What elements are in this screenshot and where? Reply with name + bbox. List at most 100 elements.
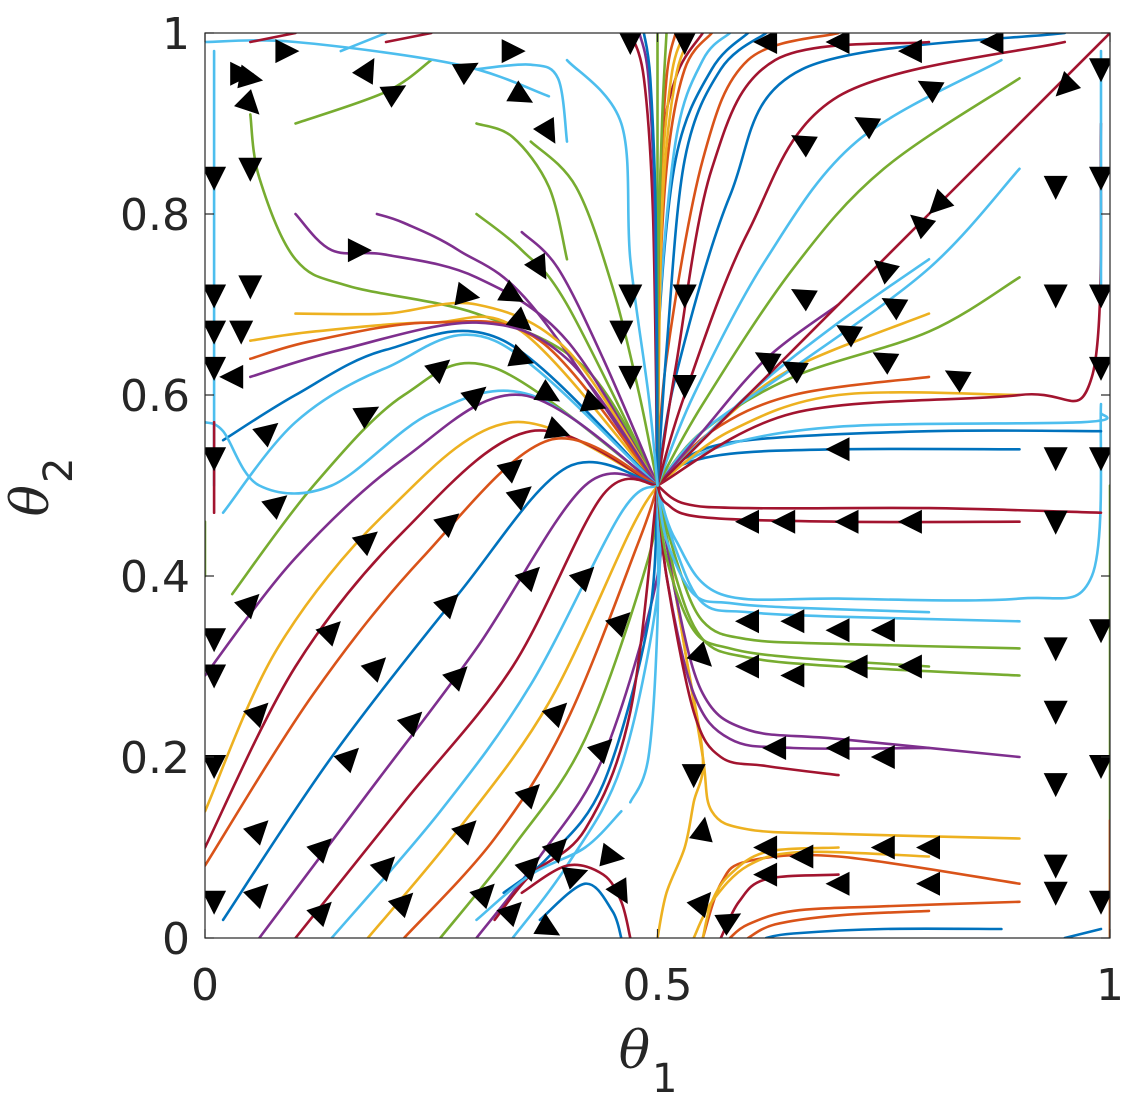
direction-arrow-122 bbox=[1043, 773, 1068, 798]
direction-arrow-57 bbox=[514, 784, 540, 810]
y-tick-label-3: 0.6 bbox=[120, 371, 190, 422]
trajectory-line-74 bbox=[656, 33, 768, 487]
direction-arrow-37 bbox=[351, 531, 378, 557]
direction-arrow-111 bbox=[917, 80, 945, 104]
trajectory-line-58 bbox=[656, 411, 1109, 487]
trajectory-line-4 bbox=[294, 212, 659, 487]
direction-arrow-130 bbox=[1089, 619, 1110, 644]
direction-arrow-91 bbox=[825, 871, 850, 896]
direction-arrow-108 bbox=[1055, 71, 1082, 97]
direction-arrow-71 bbox=[689, 816, 713, 843]
direction-arrow-58 bbox=[586, 738, 613, 765]
trajectory-line-32 bbox=[520, 863, 632, 938]
trajectory-line-21 bbox=[258, 472, 659, 938]
direction-arrow-9 bbox=[205, 447, 227, 472]
direction-arrow-109 bbox=[791, 135, 818, 158]
direction-arrow-83 bbox=[762, 736, 787, 760]
direction-arrow-17 bbox=[352, 57, 375, 85]
trajectory-line-1 bbox=[475, 122, 569, 261]
direction-arrow-72 bbox=[686, 891, 712, 918]
direction-arrow-51 bbox=[541, 702, 568, 729]
direction-arrow-76 bbox=[780, 609, 805, 634]
trajectory-line-91 bbox=[529, 140, 659, 487]
direction-arrow-82 bbox=[897, 654, 922, 679]
direction-arrow-129 bbox=[1089, 447, 1110, 472]
direction-arrow-128 bbox=[1089, 356, 1110, 381]
trajectory-line-57 bbox=[656, 429, 1103, 487]
direction-arrow-24 bbox=[454, 281, 481, 306]
direction-arrow-95 bbox=[834, 509, 859, 534]
y-tick-label-4: 0.8 bbox=[120, 190, 190, 241]
trajectory-line-19 bbox=[205, 437, 659, 867]
direction-arrow-96 bbox=[897, 509, 922, 534]
direction-arrow-74 bbox=[686, 641, 712, 667]
direction-arrow-85 bbox=[870, 745, 895, 769]
trajectory-line-52 bbox=[656, 484, 931, 614]
trajectory-line-87 bbox=[205, 39, 551, 98]
direction-arrow-120 bbox=[1043, 637, 1068, 662]
direction-arrow-93 bbox=[735, 509, 759, 534]
trajectory-line-23 bbox=[330, 484, 659, 938]
trajectory-line-37 bbox=[701, 853, 1021, 938]
direction-arrow-73 bbox=[714, 913, 742, 936]
trajectory-line-28 bbox=[511, 484, 662, 938]
trajectory-line-29 bbox=[502, 484, 659, 895]
direction-arrow-92 bbox=[916, 871, 940, 896]
direction-arrow-42 bbox=[315, 621, 341, 647]
direction-arrow-127 bbox=[1089, 284, 1110, 309]
direction-arrow-53 bbox=[243, 820, 269, 846]
direction-arrow-32 bbox=[352, 406, 380, 429]
direction-arrow-25 bbox=[497, 279, 524, 302]
trajectory-line-33 bbox=[629, 484, 660, 804]
direction-arrow-16 bbox=[275, 39, 300, 64]
trajectory-line-55 bbox=[656, 484, 1103, 514]
trajectory-line-44 bbox=[1063, 927, 1103, 938]
direction-arrow-103 bbox=[836, 325, 864, 348]
trajectory-line-47 bbox=[656, 484, 840, 777]
direction-arrow-137 bbox=[672, 33, 697, 55]
direction-arrow-19 bbox=[451, 62, 479, 86]
direction-arrow-117 bbox=[1043, 284, 1068, 309]
direction-arrow-88 bbox=[870, 835, 895, 860]
tick-layer: 0 0.5 1 0 0.2 0.4 0.6 0.8 1 bbox=[120, 9, 1124, 1011]
direction-arrow-69 bbox=[605, 877, 628, 905]
trajectory-line-31 bbox=[538, 882, 623, 938]
direction-arrow-39 bbox=[496, 459, 523, 484]
trajectory-line-7 bbox=[520, 230, 659, 487]
direction-arrow-11 bbox=[205, 664, 227, 689]
direction-arrow-80 bbox=[780, 663, 805, 688]
trajectory-line-24 bbox=[366, 484, 659, 938]
direction-arrow-46 bbox=[568, 566, 595, 593]
direction-arrow-79 bbox=[735, 654, 759, 679]
direction-arrow-87 bbox=[789, 844, 814, 869]
direction-arrow-75 bbox=[735, 609, 759, 634]
trajectory-line-13 bbox=[221, 333, 659, 514]
trajectory-line-88 bbox=[339, 33, 388, 53]
x-tick-label-2: 1 bbox=[1096, 960, 1124, 1011]
direction-arrow-30 bbox=[543, 416, 571, 439]
trajectory-line-34 bbox=[475, 810, 623, 922]
trajectory-line-12 bbox=[221, 329, 659, 487]
direction-arrow-121 bbox=[1043, 700, 1068, 725]
direction-arrow-131 bbox=[1089, 755, 1110, 779]
trajectory-line-60 bbox=[656, 391, 1021, 487]
direction-arrow-20 bbox=[506, 80, 534, 103]
trajectory-line-36 bbox=[656, 484, 1021, 840]
direction-arrow-38 bbox=[433, 513, 460, 538]
direction-arrow-123 bbox=[1043, 854, 1068, 879]
trajectory-line-3 bbox=[249, 113, 659, 487]
direction-arrow-112 bbox=[897, 39, 922, 64]
direction-arrow-31 bbox=[579, 389, 607, 412]
trajectory-line-53 bbox=[656, 402, 1103, 602]
direction-arrow-124 bbox=[1043, 881, 1068, 906]
trajectory-line-50 bbox=[656, 484, 1021, 650]
y-axis-label: θ 2 bbox=[1, 458, 82, 517]
direction-arrow-100 bbox=[872, 352, 900, 375]
trajectory-line-92 bbox=[565, 58, 659, 487]
trajectory-line-68 bbox=[656, 77, 1021, 487]
direction-arrow-63 bbox=[514, 856, 540, 882]
direction-arrow-135 bbox=[618, 365, 643, 390]
direction-arrow-132 bbox=[1089, 890, 1110, 915]
x-tick-label-0: 0 bbox=[191, 960, 219, 1011]
